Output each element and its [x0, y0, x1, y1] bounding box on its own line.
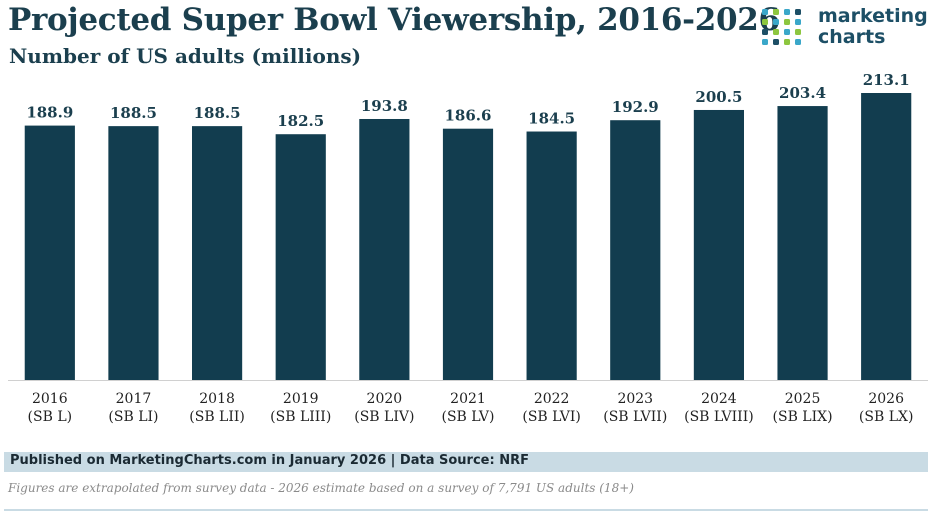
- logo-text: marketing charts: [818, 6, 928, 48]
- bar-2016: [24, 125, 75, 380]
- x-tick-year-2026: 2026: [868, 391, 904, 407]
- x-tick-year-2025: 2025: [785, 391, 821, 407]
- bar-chart: 188.9 2016 (SB L) 188.5 2017 (SB LI) 188.5 2018…: [8, 71, 928, 425]
- logo-dot: [795, 29, 801, 35]
- bar-2018: [192, 126, 243, 381]
- logo-dot: [784, 9, 790, 15]
- logo-dot: [762, 29, 768, 35]
- x-tick-year-2022: 2022: [534, 391, 570, 407]
- logo-dot: [784, 29, 790, 35]
- x-tick-game-2024: (SB LVIII): [684, 409, 754, 425]
- logo-dot: [773, 29, 779, 35]
- value-label-2025: 203.4: [779, 84, 826, 102]
- x-tick-game-2018: (SB LII): [189, 409, 245, 425]
- x-tick-year-2017: 2017: [116, 391, 152, 407]
- value-label-2024: 200.5: [695, 88, 742, 106]
- logo-dots-icon: [762, 9, 801, 45]
- bar-2024: [693, 109, 744, 381]
- logo-dot: [795, 39, 801, 45]
- chart-title: Projected Super Bowl Viewership, 2016-20…: [8, 2, 780, 38]
- bar-2026: [861, 93, 912, 380]
- value-label-2022: 184.5: [528, 110, 575, 128]
- value-label-2017: 188.5: [110, 104, 157, 122]
- value-label-2023: 192.9: [612, 98, 659, 116]
- x-tick-game-2022: (SB LVI): [522, 409, 581, 425]
- x-tick-year-2024: 2024: [701, 391, 737, 407]
- x-tick-game-2020: (SB LIV): [354, 409, 414, 425]
- bar-2022: [526, 131, 577, 380]
- logo-dot: [795, 19, 801, 25]
- bar-2023: [610, 120, 661, 380]
- value-label-2021: 186.6: [445, 107, 492, 125]
- logo-text-line1: marketing: [818, 5, 928, 27]
- footnote: Figures are extrapolated from survey dat…: [8, 481, 634, 495]
- footer-bar: Published on MarketingCharts.com in Janu…: [4, 452, 928, 472]
- x-tick-game-2016: (SB L): [28, 409, 73, 425]
- logo-dot: [773, 9, 779, 15]
- logo-text-line2: charts: [818, 26, 886, 48]
- chart-subtitle: Number of US adults (millions): [9, 44, 362, 68]
- x-tick-year-2023: 2023: [617, 391, 653, 407]
- value-label-2018: 188.5: [194, 104, 241, 122]
- value-label-2019: 182.5: [277, 112, 324, 130]
- bar-2025: [777, 106, 828, 381]
- logo-dot: [762, 9, 768, 15]
- x-tick-game-2026: (SB LX): [859, 409, 914, 425]
- value-label-2020: 193.8: [361, 97, 408, 115]
- bar-2021: [442, 128, 494, 380]
- value-label-2016: 188.9: [26, 104, 73, 122]
- logo-dot: [762, 39, 768, 45]
- x-tick-game-2019: (SB LIII): [270, 409, 331, 425]
- logo-dot: [784, 19, 790, 25]
- x-tick-year-2020: 2020: [367, 391, 403, 407]
- value-label-2026: 213.1: [863, 71, 910, 89]
- marketingcharts-logo[interactable]: marketing charts: [760, 6, 930, 50]
- x-tick-game-2025: (SB LIX): [773, 409, 833, 425]
- x-tick-game-2021: (SB LV): [442, 409, 495, 425]
- x-tick-game-2017: (SB LI): [108, 409, 158, 425]
- logo-dot: [795, 9, 801, 15]
- logo-dot: [773, 19, 779, 25]
- x-tick-year-2018: 2018: [199, 391, 235, 407]
- bar-2017: [108, 126, 159, 381]
- x-tick-year-2016: 2016: [32, 391, 68, 407]
- footer-source-text: Published on MarketingCharts.com in Janu…: [10, 453, 529, 468]
- logo-dot: [773, 39, 779, 45]
- bottom-divider: [4, 509, 928, 511]
- x-tick-year-2021: 2021: [450, 391, 486, 407]
- bar-2019: [275, 134, 326, 380]
- x-tick-game-2023: (SB LVII): [603, 409, 667, 425]
- logo-dot: [762, 19, 768, 25]
- bar-2020: [359, 118, 410, 380]
- logo-dot: [784, 39, 790, 45]
- x-tick-year-2019: 2019: [283, 391, 319, 407]
